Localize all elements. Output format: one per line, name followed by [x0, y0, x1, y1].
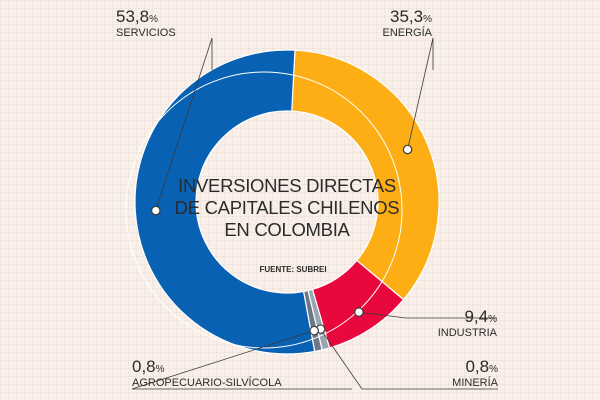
- leader-line-servicios: [155, 37, 213, 211]
- marker-dot-agropecuario-silvicola: [309, 325, 319, 336]
- donut-inner-edge: [125, 71, 403, 349]
- value-label-energia: 35,3%: [390, 7, 432, 26]
- chart-title-line-2: DE CAPITALES CHILENOS: [175, 197, 400, 218]
- chart-source: FUENTE: SUBREI: [259, 265, 326, 274]
- marker-dot-industria: [354, 307, 364, 317]
- leader-line-mineria: [320, 328, 498, 390]
- leader-line-agropecuario-silvicola: [131, 330, 352, 390]
- value-label-industria: 9,4%: [464, 307, 497, 326]
- slice-energia: [291, 49, 440, 301]
- category-label-industria: INDUSTRIA: [438, 327, 498, 339]
- category-label-agropecuario-silvicola: AGROPECUARIO-SILVÍCOLA: [132, 376, 282, 389]
- category-label-mineria: MINERÍA: [452, 376, 499, 389]
- value-label-mineria: 0,8%: [465, 357, 498, 376]
- center-label: INVERSIONES DIRECTAS DE CAPITALES CHILEN…: [175, 175, 400, 274]
- value-label-agropecuario-silvicola: 0,8%: [132, 357, 165, 376]
- category-label-energia: ENERGÍA: [382, 26, 432, 39]
- category-label-servicios: SERVICIOS: [116, 27, 176, 39]
- value-label-servicios: 53,8%: [116, 7, 158, 26]
- leader-line-industria: [358, 311, 497, 319]
- callouts: 35,3%ENERGÍA9,4%INDUSTRIA0,8%MINERÍA0,8%…: [116, 7, 499, 390]
- leader-line-energia: [407, 37, 434, 150]
- marker-dot-energia: [402, 144, 413, 155]
- slice-servicios: [134, 49, 316, 355]
- chart-title-line-1: INVERSIONES DIRECTAS: [178, 175, 396, 196]
- chart-title-line-3: EN COLOMBIA: [224, 219, 350, 240]
- marker-dot-servicios: [150, 205, 161, 216]
